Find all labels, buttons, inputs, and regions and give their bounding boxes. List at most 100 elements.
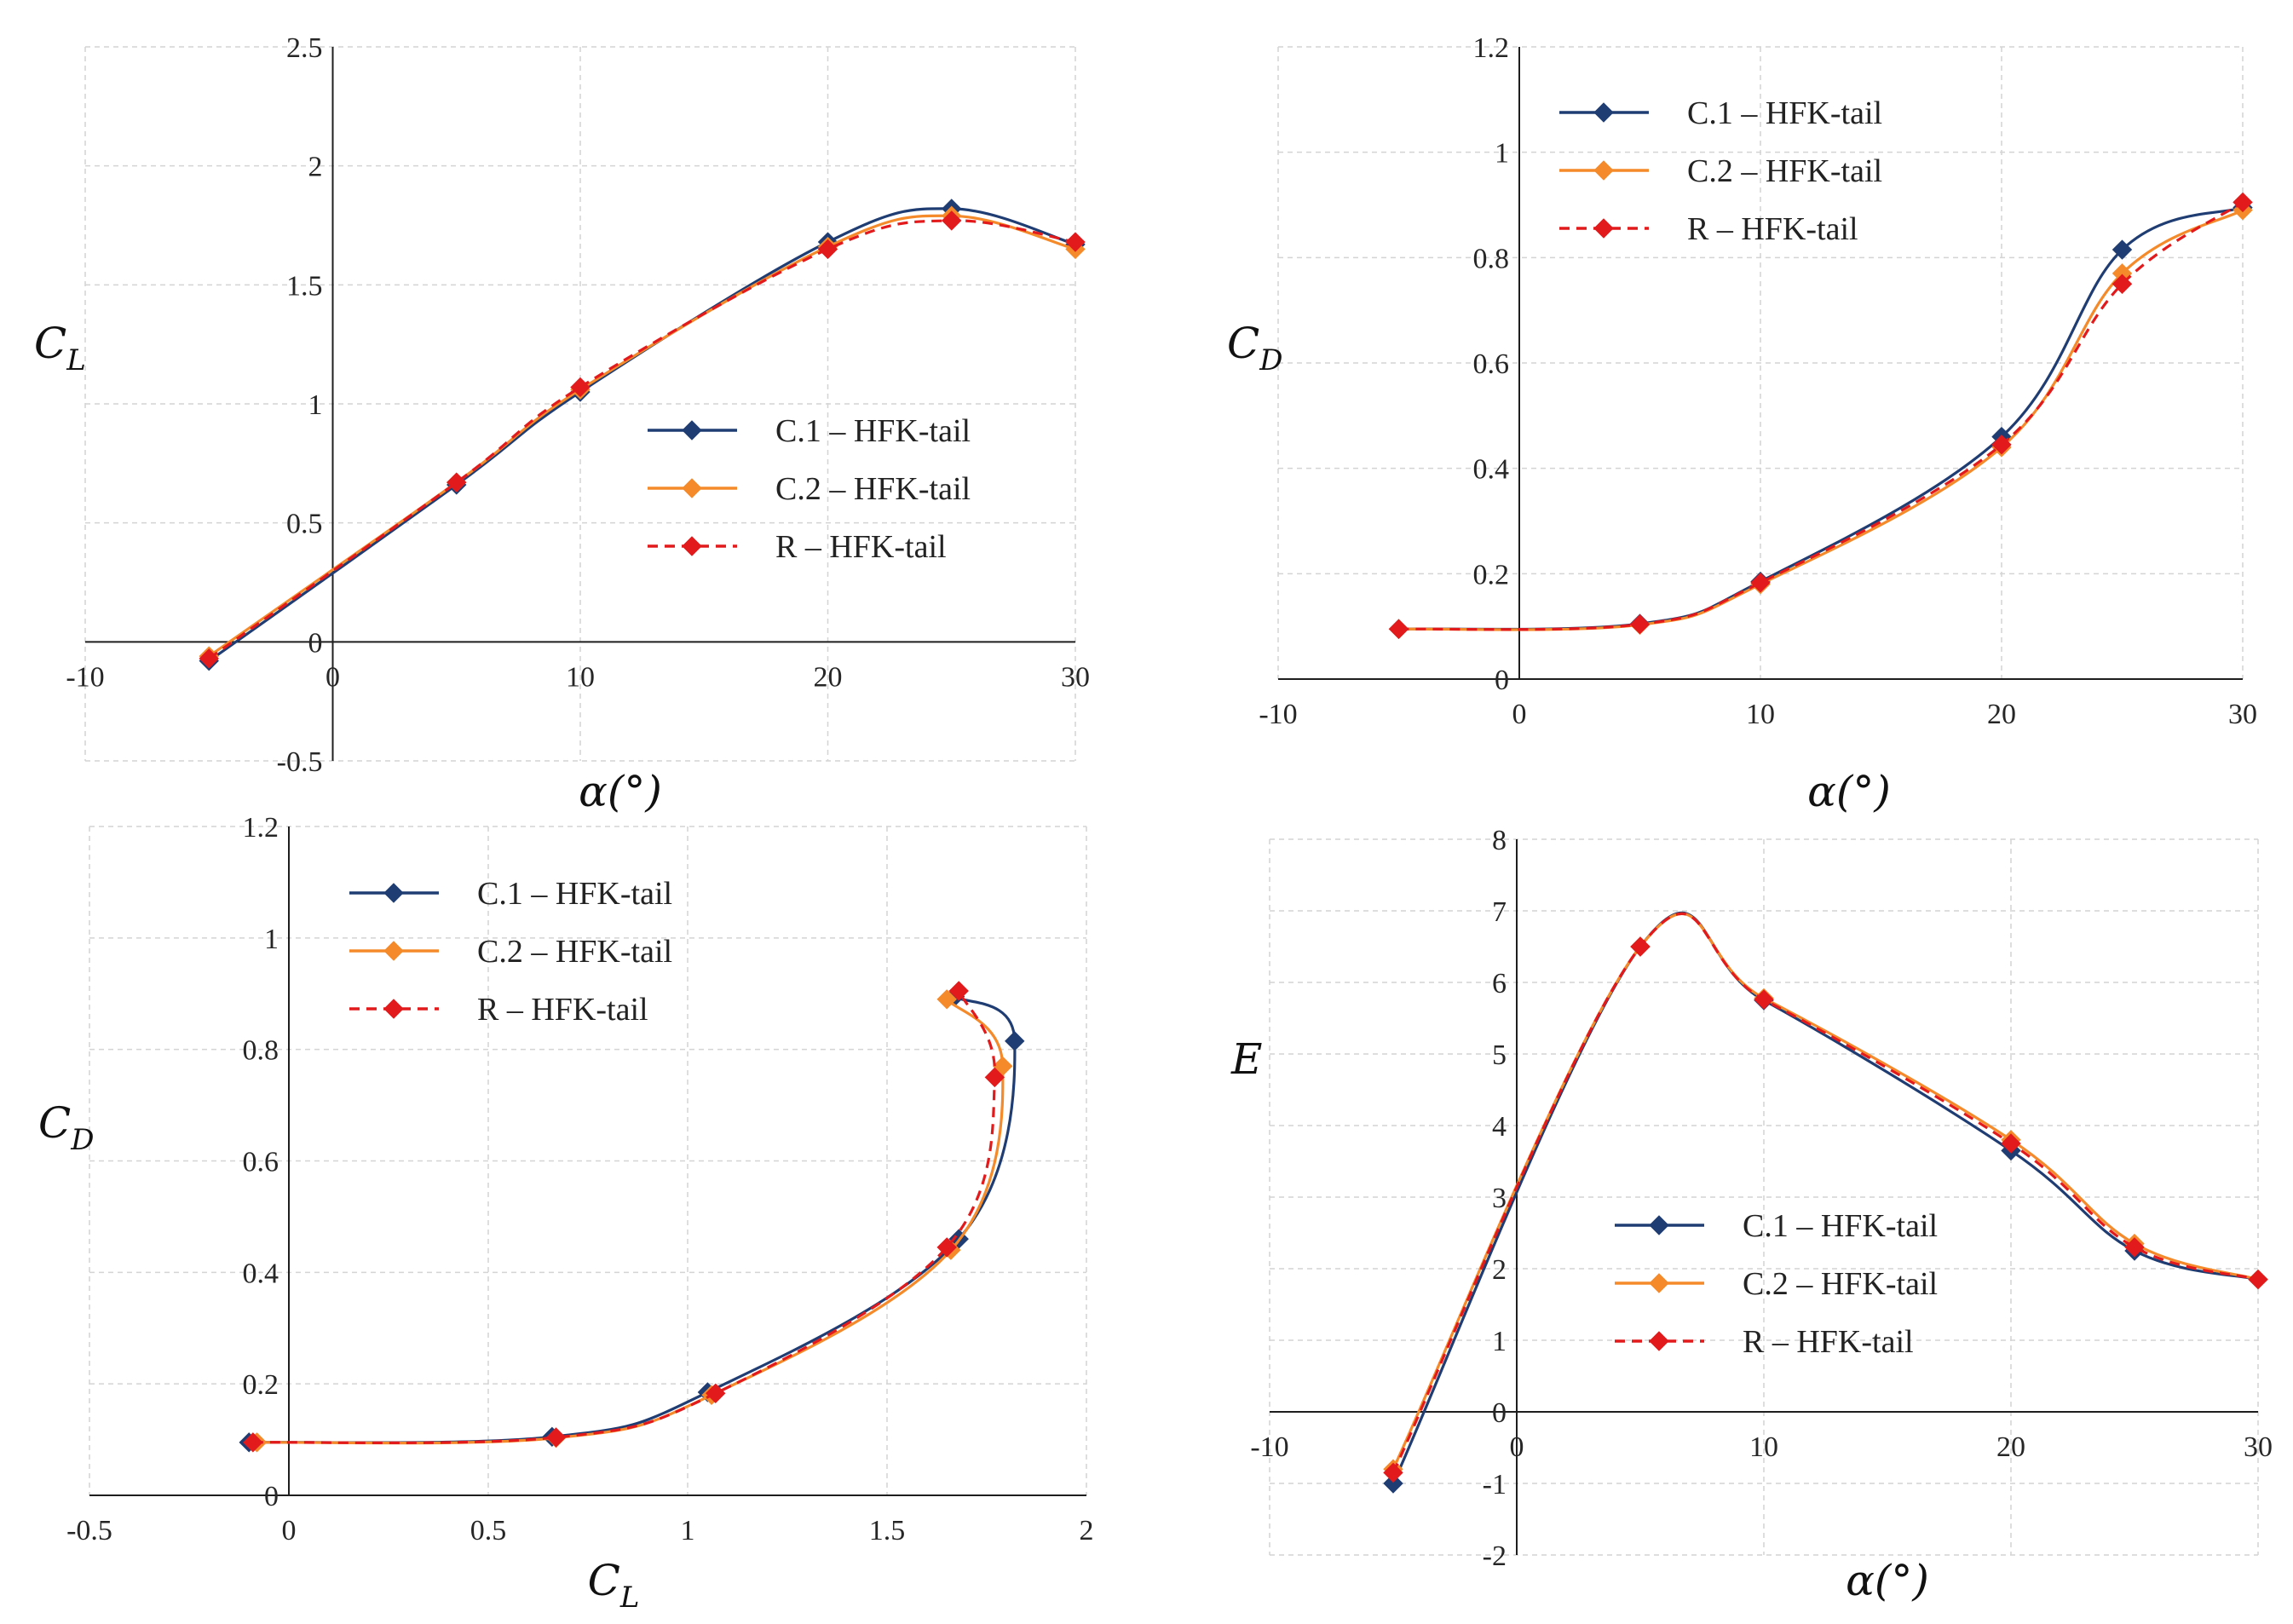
x-axis-label-main: C: [588, 1556, 620, 1605]
x-axis-label: CL: [588, 1556, 640, 1615]
legend-marker-0: [1593, 102, 1614, 123]
y-tick-label: 2: [1492, 1254, 1507, 1286]
x-tick-label: -10: [1250, 1431, 1288, 1463]
legend-label-1: C.2 – HFK-tail: [775, 471, 971, 507]
data-point: [2233, 192, 2253, 213]
legend-marker-1: [383, 941, 404, 961]
y-tick-label: 0.4: [243, 1258, 279, 1289]
data-point: [936, 1237, 957, 1258]
data-point: [817, 239, 838, 260]
x-axis-label: α(°): [1807, 767, 1891, 816]
x-tick-label: -10: [1259, 699, 1297, 730]
y-tick-label: 5: [1492, 1039, 1507, 1071]
x-tick-label: -0.5: [66, 1515, 112, 1546]
data-point: [2112, 239, 2133, 260]
x-tick-label: 2: [1080, 1515, 1094, 1546]
y-tick-label: 1.2: [1473, 32, 1510, 64]
data-point: [1629, 613, 1651, 635]
data-point: [1388, 619, 1409, 639]
legend-marker-1: [682, 478, 702, 498]
legend-label-2: R – HFK-tail: [1743, 1324, 1914, 1360]
y-tick-label: 1.2: [243, 812, 279, 844]
series-line-1: [256, 998, 1005, 1445]
x-tick-label: 0: [1510, 1431, 1524, 1463]
y-tick-label: 0: [1495, 665, 1509, 696]
y-axis-label: CD: [1227, 319, 1283, 377]
legend-label-0: C.1 – HFK-tail: [1687, 95, 1882, 131]
legend-label-2: R – HFK-tail: [775, 529, 947, 565]
x-axis-label: α(°): [1846, 1556, 1929, 1605]
x-tick-label: 0: [1512, 699, 1527, 730]
y-axis-label: E: [1230, 1034, 1263, 1084]
y-axis-label-sub: L: [66, 343, 86, 377]
y-tick-label: 2: [308, 152, 323, 183]
y-tick-label: 7: [1492, 896, 1507, 928]
x-tick-label: 10: [1746, 699, 1775, 730]
data-point: [447, 472, 467, 492]
x-tick-label: 20: [1996, 1431, 2025, 1463]
y-tick-label: -0.5: [277, 746, 323, 778]
x-tick-label: 30: [2244, 1431, 2273, 1463]
data-point: [942, 210, 962, 231]
x-tick-label: 10: [566, 661, 595, 693]
x-tick-label: -10: [66, 661, 104, 693]
y-tick-label: 4: [1492, 1111, 1507, 1143]
legend-label-2: R – HFK-tail: [1687, 211, 1858, 247]
x-tick-label: 0.5: [470, 1515, 507, 1546]
y-tick-label: 0: [308, 627, 323, 659]
legend-label-1: C.2 – HFK-tail: [1743, 1266, 1938, 1302]
y-tick-label: -2: [1483, 1540, 1507, 1572]
legend-label-0: C.1 – HFK-tail: [477, 876, 672, 912]
y-tick-label: 0: [1492, 1397, 1507, 1429]
data-point: [1754, 989, 1774, 1010]
x-tick-label: 30: [1061, 661, 1090, 693]
legend-marker-2: [682, 536, 702, 556]
x-tick-label: 30: [2228, 699, 2257, 730]
legend-marker-2: [1593, 218, 1614, 239]
data-point: [948, 981, 969, 1001]
series-line-1: [1391, 912, 2259, 1470]
x-axis-label-sub: L: [619, 1581, 640, 1615]
data-point: [545, 1427, 567, 1448]
data-point: [706, 1383, 726, 1403]
y-axis-label-sub: D: [70, 1123, 94, 1157]
data-point: [1383, 1473, 1403, 1494]
legend-label-1: C.2 – HFK-tail: [1687, 153, 1882, 189]
x-tick-label: 1.5: [869, 1515, 906, 1546]
data-point: [984, 1067, 1005, 1088]
x-tick-label: 1: [681, 1515, 695, 1546]
data-point: [1065, 232, 1086, 252]
data-point: [936, 989, 957, 1010]
legend-label-0: C.1 – HFK-tail: [775, 413, 971, 449]
y-tick-label: 0.6: [243, 1147, 279, 1178]
y-tick-label: 0.8: [243, 1035, 279, 1067]
series-line-2: [1398, 201, 2244, 631]
data-point: [1750, 573, 1771, 593]
x-tick-label: 20: [1987, 699, 2016, 730]
y-tick-label: 1: [1495, 138, 1509, 170]
y-tick-label: 0.8: [1473, 243, 1510, 274]
y-tick-label: 8: [1492, 825, 1507, 856]
y-tick-label: 0.6: [1473, 348, 1510, 380]
data-point: [199, 648, 219, 669]
legend-label-0: C.1 – HFK-tail: [1743, 1208, 1938, 1244]
data-point: [2001, 1133, 2021, 1154]
x-tick-label: 0: [326, 661, 340, 693]
y-tick-label: 0.5: [286, 509, 323, 540]
data-point: [1005, 1031, 1025, 1051]
data-point: [570, 377, 591, 398]
legend-label-2: R – HFK-tail: [477, 992, 648, 1028]
y-tick-label: 3: [1492, 1183, 1507, 1214]
chart-cl-vs-alpha: -0.5 0 0.5 1 1.5 2 2.5 -10 0 10 20 30 CL α(°) C.1 – HF…: [34, 32, 1090, 816]
data-point: [1630, 936, 1651, 957]
x-tick-label: 20: [814, 661, 843, 693]
legend-marker-1: [1649, 1273, 1669, 1293]
y-tick-label: 1: [1492, 1326, 1507, 1357]
y-tick-label: 0: [264, 1481, 279, 1512]
y-tick-label: 0.2: [1473, 559, 1510, 590]
series-line-2: [252, 990, 997, 1444]
legend-label-1: C.2 – HFK-tail: [477, 934, 672, 970]
